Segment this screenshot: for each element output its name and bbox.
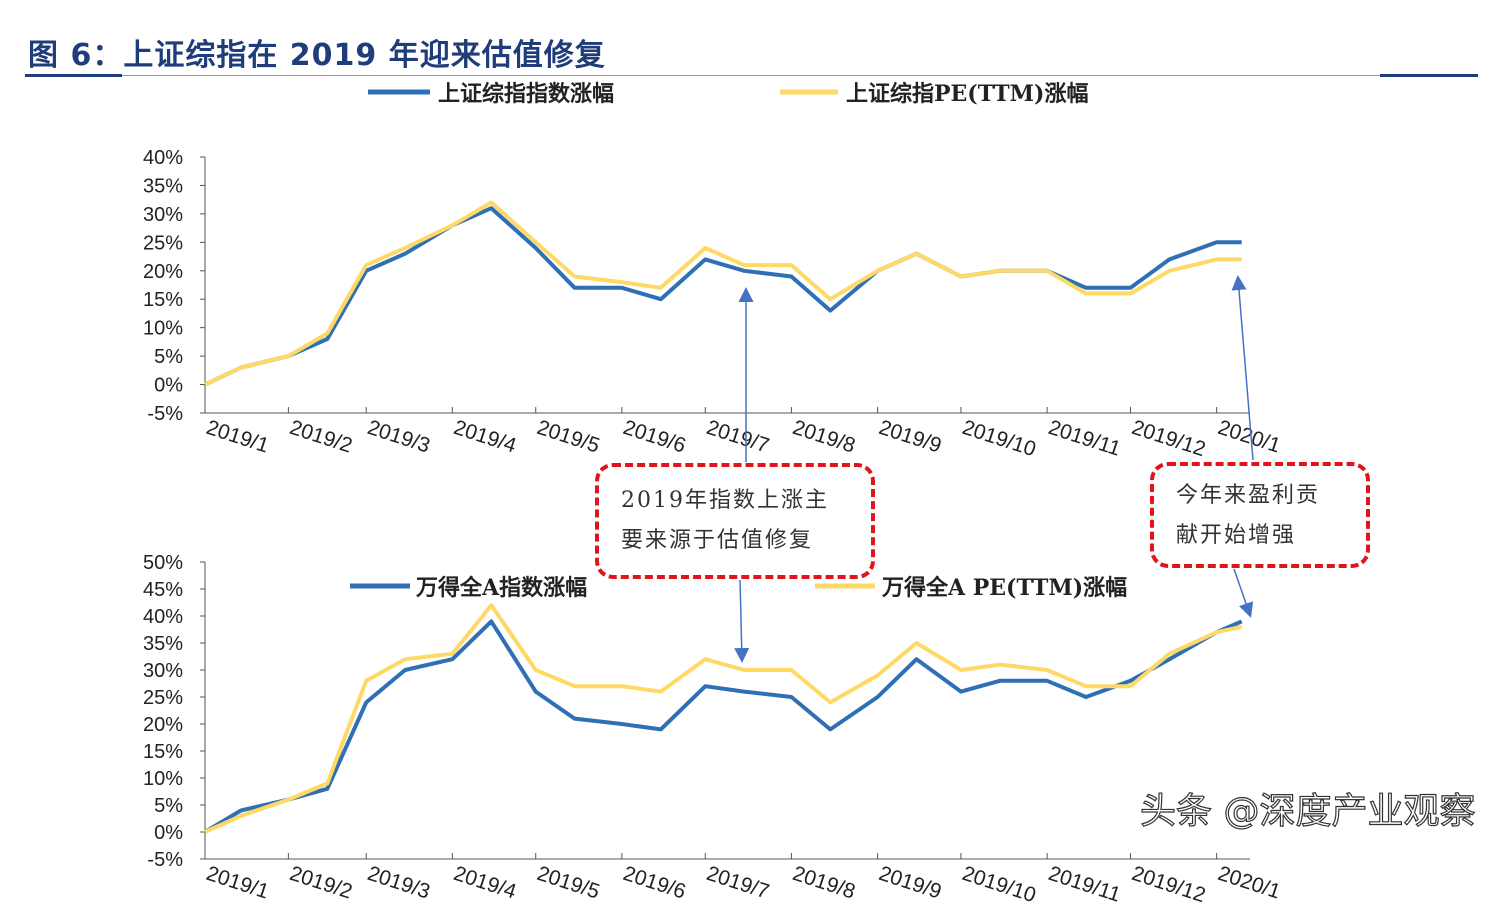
title-rule-left: [25, 74, 122, 77]
y-tick-label: 20%: [143, 261, 183, 283]
x-tick-label: 2019/9: [876, 862, 944, 904]
y-tick-label: 5%: [154, 795, 183, 817]
x-tick-label: 2019/3: [365, 862, 433, 904]
annotation-line: 2019年指数上涨主: [621, 488, 829, 513]
x-tick-label: 2019/12: [1129, 416, 1208, 461]
series-line-pe: [204, 603, 1243, 834]
series-line-index: [204, 206, 1242, 387]
y-tick-label: 35%: [143, 175, 183, 197]
x-tick-label: 2020/1: [1215, 862, 1283, 904]
y-tick-label: 35%: [143, 633, 183, 655]
y-tick-label: 40%: [143, 606, 183, 628]
x-tick-label: 2019/4: [451, 416, 519, 458]
y-tick-label: 40%: [143, 147, 183, 169]
x-tick-label: 2019/3: [365, 416, 433, 458]
x-tick-label: 2019/9: [876, 416, 944, 458]
x-tick-label: 2019/8: [790, 416, 858, 458]
x-tick-label: 2019/6: [620, 416, 688, 458]
y-tick-label: 15%: [143, 741, 183, 763]
y-tick-label: 50%: [143, 552, 183, 574]
annotation-arrow: [734, 579, 750, 663]
legend-label: 万得全A PE(TTM)涨幅: [881, 575, 1127, 601]
annotation-arrow: [1233, 568, 1254, 618]
y-tick-label: 20%: [143, 714, 183, 736]
series-line-index: [203, 619, 1243, 834]
annotation-valuation: 2019年指数上涨主 要来源于估值修复: [595, 463, 875, 579]
y-tick-label: 10%: [143, 318, 183, 340]
series-line-pe: [204, 200, 1242, 387]
x-tick-label: 2019/10: [959, 862, 1038, 907]
x-tick-label: 2019/2: [287, 862, 355, 904]
y-tick-label: 5%: [154, 346, 183, 368]
y-tick-label: 0%: [154, 822, 183, 844]
x-tick-label: 2019/7: [704, 862, 772, 904]
y-tick-label: -5%: [147, 403, 183, 425]
x-tick-label: 2019/7: [704, 416, 772, 458]
x-tick-label: 2019/1: [203, 416, 271, 458]
y-tick-label: 25%: [143, 232, 183, 254]
x-tick-label: 2019/11: [1046, 416, 1124, 461]
y-tick-label: 10%: [143, 768, 183, 790]
y-tick-label: 30%: [143, 204, 183, 226]
annotation-line: 要来源于估值修复: [621, 528, 814, 553]
x-tick-label: 2019/2: [287, 416, 355, 458]
annotation-line: 献开始增强: [1176, 523, 1297, 548]
y-tick-label: 30%: [143, 660, 183, 682]
title-rule: [122, 75, 1380, 76]
x-tick-label: 2019/5: [534, 416, 602, 458]
title-rule-right: [1380, 74, 1478, 77]
x-tick-label: 2019/8: [790, 862, 858, 904]
y-tick-label: 45%: [143, 579, 183, 601]
x-tick-label: 2019/11: [1046, 862, 1124, 907]
legend-label: 上证综指指数涨幅: [438, 81, 614, 107]
x-tick-label: 2019/5: [534, 862, 602, 904]
figure-title: 图 6：上证综指在 2019 年迎来估值修复: [28, 38, 606, 73]
watermark: 头条 @深度产业观察: [1139, 790, 1476, 832]
y-tick-label: 15%: [143, 289, 183, 311]
legend-label: 上证综指PE(TTM)涨幅: [846, 81, 1088, 107]
x-tick-label: 2019/6: [620, 862, 688, 904]
annotation-earnings: 今年来盈利贡 献开始增强: [1150, 462, 1370, 568]
y-tick-label: 25%: [143, 687, 183, 709]
y-tick-label: 0%: [154, 375, 183, 397]
x-tick-label: 2019/10: [959, 416, 1038, 461]
x-tick-label: 2019/4: [451, 862, 519, 904]
x-tick-label: 2019/1: [203, 862, 271, 904]
annotation-line: 今年来盈利贡: [1176, 483, 1321, 508]
legend-label: 万得全A指数涨幅: [415, 575, 587, 601]
x-tick-label: 2019/12: [1129, 862, 1208, 907]
annotation-arrow: [1231, 275, 1254, 461]
y-tick-label: -5%: [147, 849, 183, 871]
